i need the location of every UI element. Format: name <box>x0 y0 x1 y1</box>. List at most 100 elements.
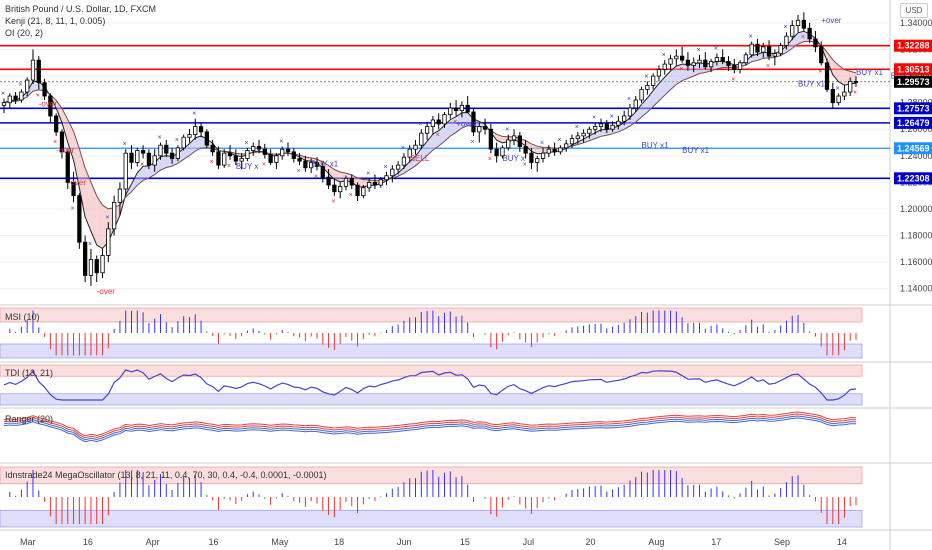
signal-marker: × <box>783 24 787 31</box>
level-price-label: 1.32288 <box>897 41 930 51</box>
candle <box>309 158 314 174</box>
signal-marker: × <box>836 85 840 92</box>
signal-label: BUY x1 <box>682 146 710 155</box>
candle-body <box>720 57 725 62</box>
candle-body <box>48 95 53 117</box>
candle: × <box>192 111 198 140</box>
candle-body <box>401 156 407 166</box>
candle: × <box>731 58 737 83</box>
kenji-indicator-title[interactable]: Kenji (21, 8, 11, 1, 0.005) <box>5 16 106 26</box>
band-segment <box>32 81 39 92</box>
candle <box>708 58 714 73</box>
signal-label: -over <box>39 100 58 109</box>
candle-body <box>94 259 99 274</box>
candle-body <box>395 164 401 170</box>
candle-body <box>703 59 708 68</box>
candle-body <box>407 148 412 158</box>
candle: × <box>36 56 41 99</box>
signal-label: +over <box>456 120 477 129</box>
candle <box>720 49 725 65</box>
time-tick-label: 18 <box>334 537 344 547</box>
candle <box>691 57 696 73</box>
candle <box>842 85 847 101</box>
candle <box>755 38 760 57</box>
signal-label: +over <box>821 16 842 25</box>
candle-body <box>801 19 806 29</box>
candle <box>604 119 609 134</box>
candle <box>94 255 99 283</box>
candle <box>326 169 331 190</box>
time-axis[interactable]: Mar 16 Apr 16 May 18 Jun 15 Jul 20 Aug 17 Sep 14 <box>20 537 847 547</box>
signal-marker: × <box>488 156 492 163</box>
candle-body <box>442 114 447 125</box>
price-tick-label: 1.20000 <box>900 204 932 214</box>
ranger-pane-title[interactable]: Ranger (20) <box>5 414 54 424</box>
candle <box>581 129 586 143</box>
candle: × <box>262 143 267 168</box>
candle-body <box>117 188 123 203</box>
symbol-title[interactable]: British Pound / U.S. Dollar, 1D, FXCM <box>5 4 157 14</box>
price-tick-label: 1.14000 <box>900 284 932 294</box>
price-axis[interactable]: 1.340001.320001.300001.280001.260001.240… <box>894 18 932 294</box>
signal-label: BUY x1 <box>856 68 884 77</box>
oi-indicator-title[interactable]: OI (20, 2) <box>5 28 44 38</box>
level-price-tag <box>894 142 932 155</box>
level-price-label: 1.24569 <box>897 143 930 153</box>
candle-body <box>662 63 667 70</box>
candle <box>413 139 418 155</box>
candle-body <box>743 54 749 64</box>
candle <box>459 101 465 118</box>
candle-body <box>1 102 7 106</box>
time-tick-label: Aug <box>648 537 664 547</box>
candle <box>587 126 592 139</box>
candle-body <box>158 144 163 157</box>
tdi-pane-title[interactable]: TDI (13, 21) <box>5 368 54 378</box>
candle-body <box>19 91 24 101</box>
candle-body <box>13 95 18 101</box>
candle-body <box>494 148 499 157</box>
candle-body <box>691 62 696 66</box>
candle: × <box>140 145 146 168</box>
candle-body <box>59 131 65 153</box>
candle <box>622 110 627 126</box>
ranger-line <box>3 415 856 441</box>
time-tick-label: 20 <box>586 537 596 547</box>
band-segment <box>687 63 694 79</box>
candle-body <box>204 131 209 146</box>
candle-body <box>668 58 673 65</box>
candle-body <box>523 146 528 154</box>
band-segment <box>716 61 723 69</box>
candle-body <box>146 152 152 166</box>
candle-body <box>164 144 169 154</box>
signal-marker: × <box>592 115 596 122</box>
candle: × <box>279 139 285 160</box>
signal-marker: × <box>401 145 405 152</box>
tdi-upper-zone <box>0 364 863 377</box>
currency-button[interactable]: USD <box>900 3 928 18</box>
candle: × <box>88 241 94 287</box>
candle-body <box>71 181 76 197</box>
candles[interactable]: × × × × × × × × × × × × × × × × × × × × × × × × × × × × × × × × × × × × × × × ×… <box>1 12 859 287</box>
candle: × <box>18 81 24 103</box>
last-price-label: 1.29573 <box>897 77 930 87</box>
msi-pane-title[interactable]: MSI (10) <box>5 312 40 322</box>
candle-body <box>268 154 273 163</box>
candle-body <box>813 38 818 48</box>
time-tick-label: 15 <box>460 537 470 547</box>
candle-body <box>540 152 546 159</box>
megaoscillator-pane-title[interactable]: Idnstrade24 MegaOscillator (13, 8, 21, 1… <box>5 470 327 480</box>
candle <box>233 149 238 166</box>
level-price-tag <box>894 102 932 115</box>
candle: × <box>627 96 633 120</box>
candle-body <box>627 107 633 117</box>
candle-body <box>581 132 586 137</box>
price-tick-label: 1.24000 <box>900 151 932 161</box>
level-price-tag <box>894 116 932 129</box>
msi-lower-zone <box>0 343 863 359</box>
candle: × <box>488 123 493 163</box>
candle: × <box>697 47 702 69</box>
band-segment <box>670 66 677 90</box>
candle-body <box>83 241 88 276</box>
candle: × <box>592 115 598 135</box>
